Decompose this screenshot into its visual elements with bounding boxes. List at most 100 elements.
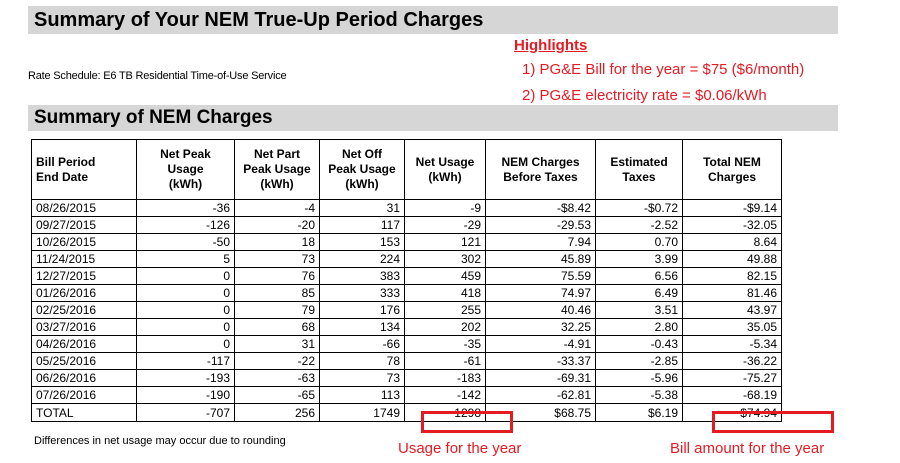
table-row: 08/26/2015 -36 -4 31 -9 -$8.42 -$0.72 -$9.14	[31, 199, 782, 217]
column-header-line: Net Part	[253, 147, 300, 161]
column-header: Net Peak Usage (kWh)	[136, 139, 235, 200]
table-cell: 459	[404, 267, 486, 285]
column-header-line: Charges	[707, 169, 757, 184]
table-cell: 224	[319, 250, 405, 268]
table-cell: 12/27/2015	[31, 267, 137, 285]
total-row: TOTAL -707 256 1749 1298 $68.75 $6.19 $74.94	[31, 403, 782, 422]
bill-highlight-box	[712, 411, 834, 433]
table-cell: 32.25	[485, 318, 596, 336]
table-cell: -126	[136, 216, 235, 234]
table-cell: -$8.42	[485, 199, 596, 217]
table-row: 03/27/2016 0 68 134 202 32.25 2.80 35.05	[31, 318, 782, 336]
column-header-line: Total NEM	[703, 154, 761, 169]
table-row: 09/27/2015 -126 -20 117 -29 -29.53 -2.52 -32.05	[31, 216, 782, 234]
table-cell: 76	[234, 267, 320, 285]
table-cell: -66	[319, 335, 405, 353]
table-cell: 6.56	[595, 267, 683, 285]
table-cell: 04/26/2016	[31, 335, 137, 353]
table-cell: 255	[404, 301, 486, 319]
table-cell: 113	[319, 386, 405, 404]
table-cell: -35	[404, 335, 486, 353]
table-cell: 0	[136, 318, 235, 336]
highlight-rate: 2) PG&E electricity rate = $0.06/kWh	[522, 87, 767, 104]
column-header-line: (kWh)	[260, 177, 294, 191]
table-cell: 6.49	[595, 284, 683, 302]
table-cell: 73	[319, 369, 405, 387]
table-cell: -5.38	[595, 386, 683, 404]
column-header: NEM Charges Before Taxes	[485, 139, 596, 200]
column-header-line: End Date	[36, 169, 89, 184]
column-header: Bill Period End Date	[31, 139, 137, 200]
table-cell: 75.59	[485, 267, 596, 285]
table-body: 08/26/2015 -36 -4 31 -9 -$8.42 -$0.72 -$9.14 09/…	[31, 199, 782, 422]
table-cell: 3.51	[595, 301, 683, 319]
nem-charges-table: Bill Period End Date Net Peak Usage (kWh) Net…	[31, 139, 782, 422]
column-header-line: NEM Charges	[501, 154, 580, 169]
table-row: 06/26/2016 -193 -63 73 -183 -69.31 -5.96 -75.27	[31, 369, 782, 387]
table-cell: -69.31	[485, 369, 596, 387]
table-cell: 03/27/2016	[31, 318, 137, 336]
table-cell: 09/27/2015	[31, 216, 137, 234]
table-cell: -32.05	[682, 216, 782, 234]
table-cell: -75.27	[682, 369, 782, 387]
column-header-line: Peak Usage	[243, 162, 311, 176]
table-cell: -9	[404, 199, 486, 217]
table-cell: 31	[319, 199, 405, 217]
table-row: 11/24/2015 5 73 224 302 45.89 3.99 49.88	[31, 250, 782, 268]
column-header-line: Taxes	[622, 169, 656, 184]
column-header-line: (kWh)	[168, 177, 203, 191]
table-cell: -4.91	[485, 335, 596, 353]
column-header: Estimated Taxes	[595, 139, 683, 200]
table-row: 10/26/2015 -50 18 153 121 7.94 0.70 8.64	[31, 233, 782, 251]
table-cell: 35.05	[682, 318, 782, 336]
page-title: Summary of Your NEM True-Up Period Charg…	[28, 6, 838, 34]
table-cell: -2.85	[595, 352, 683, 370]
table-cell: 202	[404, 318, 486, 336]
section-title: Summary of NEM Charges	[28, 105, 838, 131]
table-cell: 78	[319, 352, 405, 370]
table-cell: 11/24/2015	[31, 250, 137, 268]
table-cell: 82.15	[682, 267, 782, 285]
table-cell: 49.88	[682, 250, 782, 268]
table-cell: 153	[319, 233, 405, 251]
table-cell: 2.80	[595, 318, 683, 336]
table-cell: 74.97	[485, 284, 596, 302]
table-cell: -29	[404, 216, 486, 234]
table-cell: -5.96	[595, 369, 683, 387]
column-header-line: Net Peak	[160, 147, 211, 161]
table-cell: -20	[234, 216, 320, 234]
table-cell: 08/26/2015	[31, 199, 137, 217]
table-cell: 7.94	[485, 233, 596, 251]
column-header-line: Estimated	[610, 154, 668, 169]
table-cell: 333	[319, 284, 405, 302]
table-cell: -36.22	[682, 352, 782, 370]
table-cell: -183	[404, 369, 486, 387]
table-cell: 40.46	[485, 301, 596, 319]
table-row: 12/27/2015 0 76 383 459 75.59 6.56 82.15	[31, 267, 782, 285]
table-cell: 10/26/2015	[31, 233, 137, 251]
table-cell: 121	[404, 233, 486, 251]
table-cell: -193	[136, 369, 235, 387]
column-header-line: Bill Period	[36, 154, 96, 169]
column-header: Total NEM Charges	[682, 139, 782, 200]
table-cell: -63	[234, 369, 320, 387]
table-cell: 01/26/2016	[31, 284, 137, 302]
table-cell: $6.19	[595, 403, 683, 422]
table-cell: 0	[136, 335, 235, 353]
table-cell: 8.64	[682, 233, 782, 251]
table-cell: -36	[136, 199, 235, 217]
table-cell: -22	[234, 352, 320, 370]
table-cell: 0	[136, 284, 235, 302]
column-header-line: Before Taxes	[503, 169, 578, 184]
column-header-line: Peak Usage	[328, 162, 396, 176]
table-cell: -33.37	[485, 352, 596, 370]
table-cell: 05/25/2016	[31, 352, 137, 370]
table-cell: 0	[136, 267, 235, 285]
table-cell: 73	[234, 250, 320, 268]
table-cell: -$9.14	[682, 199, 782, 217]
usage-annotation: Usage for the year	[398, 440, 522, 457]
usage-highlight-box	[421, 411, 513, 433]
table-row: 02/25/2016 0 79 176 255 40.46 3.51 43.97	[31, 301, 782, 319]
table-cell: 43.97	[682, 301, 782, 319]
table-cell: -5.34	[682, 335, 782, 353]
